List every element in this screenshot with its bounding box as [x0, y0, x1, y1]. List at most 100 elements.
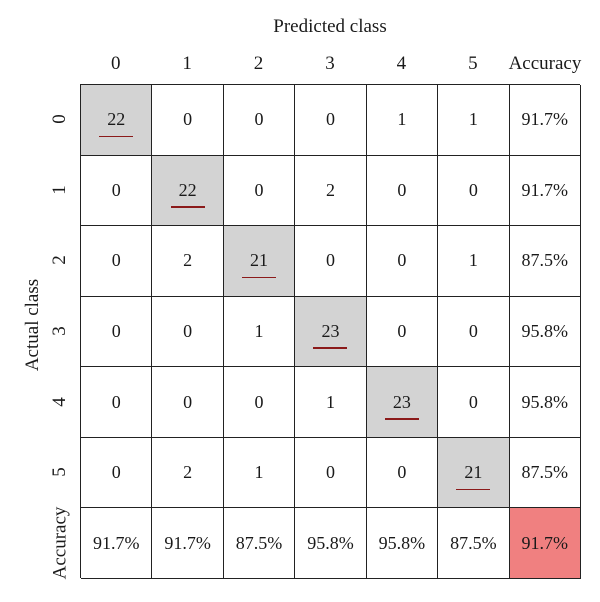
cell-value: 0: [468, 179, 478, 200]
matrix-cell: 21: [223, 226, 296, 297]
cell-value: 2: [183, 462, 193, 483]
column-accuracy-cell: 91.7%: [152, 508, 224, 579]
matrix-cell: 1: [295, 367, 367, 438]
matrix-cell: 0: [152, 367, 224, 438]
matrix-cell: 1: [223, 437, 296, 509]
matrix-cell: 0: [81, 437, 153, 509]
row-accuracy-cell: 87.5%: [509, 226, 581, 297]
matrix-cell: 0: [366, 226, 439, 297]
cell-value: 2: [183, 250, 193, 271]
confusion-matrix: 22 0 0 0 1 1 91.7% 0 22 0 2 0 0 91.7% 0 2 21 0 0 1 87.5% 0 0 1 2…: [80, 84, 581, 579]
matrix-cell: 22: [81, 85, 153, 156]
matrix-cell: 2: [295, 155, 367, 227]
cell-value: 22: [170, 179, 205, 208]
matrix-cell: 0: [81, 367, 153, 438]
cell-value: 91.7%: [521, 179, 569, 200]
cell-value: 1: [397, 109, 407, 130]
column-accuracy-cell: 91.7%: [81, 508, 153, 579]
row-header-5: 5: [49, 467, 70, 477]
cell-value: 1: [254, 320, 264, 341]
matrix-cell: 0: [81, 226, 153, 297]
matrix-cell: 0: [366, 155, 439, 227]
cell-value: 95.8%: [521, 320, 569, 341]
matrix-cell: 23: [366, 367, 439, 438]
matrix-cell: 0: [152, 85, 224, 156]
column-header-0: 0: [110, 53, 121, 74]
column-header-accuracy: Accuracy: [508, 53, 582, 74]
matrix-cell: 0: [81, 155, 153, 227]
row-header-4: 4: [49, 396, 70, 407]
row-accuracy-cell: 91.7%: [509, 85, 581, 156]
cell-value: 1: [468, 250, 478, 271]
column-header-1: 1: [182, 53, 192, 74]
matrix-cell: 0: [366, 296, 439, 368]
matrix-cell: 1: [438, 85, 510, 156]
row-accuracy-cell: 91.7%: [509, 155, 581, 227]
matrix-cell: 0: [295, 437, 367, 509]
matrix-cell: 0: [223, 367, 296, 438]
cell-value: 0: [111, 391, 121, 412]
matrix-cell: 0: [295, 226, 367, 297]
matrix-cell: 0: [295, 85, 367, 156]
column-accuracy-cell: 87.5%: [223, 508, 296, 579]
cell-value: 2: [325, 179, 335, 200]
y-axis-title: Actual class: [22, 278, 43, 372]
cell-value: 95.8%: [378, 532, 426, 553]
cell-value: 0: [325, 462, 335, 483]
cell-value: 0: [397, 250, 407, 271]
cell-value: 0: [254, 391, 264, 412]
x-axis-title: Predicted class: [273, 16, 387, 37]
row-header-0: 0: [49, 114, 70, 125]
matrix-cell: 2: [152, 226, 224, 297]
cell-value: 0: [183, 391, 193, 412]
row-header-3: 3: [49, 326, 70, 336]
cell-value: 91.7%: [521, 532, 569, 553]
cell-value: 0: [468, 391, 478, 412]
cell-value: 87.5%: [235, 532, 283, 553]
cell-value: 87.5%: [521, 462, 569, 483]
column-header-2: 2: [253, 53, 264, 74]
cell-value: 0: [183, 320, 193, 341]
cell-value: 0: [111, 179, 121, 200]
cell-value: 91.7%: [92, 532, 140, 553]
cell-value: 0: [397, 179, 407, 200]
matrix-cell: 0: [438, 155, 510, 227]
cell-value: 95.8%: [307, 532, 354, 553]
cell-value: 0: [111, 462, 121, 483]
matrix-cell: 0: [223, 155, 296, 227]
row-accuracy-cell: 95.8%: [509, 367, 581, 438]
cell-value: 95.8%: [521, 391, 569, 412]
matrix-cell: 0: [366, 437, 439, 509]
matrix-cell: 23: [295, 296, 367, 368]
cell-value: 0: [111, 250, 121, 271]
cell-value: 87.5%: [521, 250, 569, 271]
cell-value: 0: [254, 179, 264, 200]
matrix-cell: 0: [438, 296, 510, 368]
cell-value: 91.7%: [164, 532, 211, 553]
row-header-1: 1: [49, 185, 70, 195]
matrix-cell: 21: [438, 437, 510, 509]
matrix-cell: 1: [438, 226, 510, 297]
cell-value: 1: [254, 462, 264, 483]
cell-value: 21: [242, 250, 277, 279]
cell-value: 0: [325, 109, 335, 130]
cell-value: 91.7%: [521, 109, 569, 130]
cell-value: 0: [325, 250, 335, 271]
cell-value: 0: [254, 109, 264, 130]
cell-value: 0: [183, 109, 193, 130]
matrix-cell: 0: [152, 296, 224, 368]
matrix-cell: 0: [223, 85, 296, 156]
cell-value: 0: [468, 320, 478, 341]
cell-value: 87.5%: [450, 532, 497, 553]
column-accuracy-cell: 95.8%: [295, 508, 367, 579]
matrix-cell: 1: [223, 296, 296, 368]
cell-value: 22: [99, 109, 134, 138]
cell-value: 21: [456, 462, 491, 491]
matrix-cell: 2: [152, 437, 224, 509]
cell-value: 1: [325, 391, 335, 412]
row-header-2: 2: [49, 255, 70, 266]
row-accuracy-cell: 87.5%: [509, 437, 581, 509]
column-header-4: 4: [396, 53, 407, 74]
row-accuracy-cell: 95.8%: [509, 296, 581, 368]
matrix-cell: 1: [366, 85, 439, 156]
